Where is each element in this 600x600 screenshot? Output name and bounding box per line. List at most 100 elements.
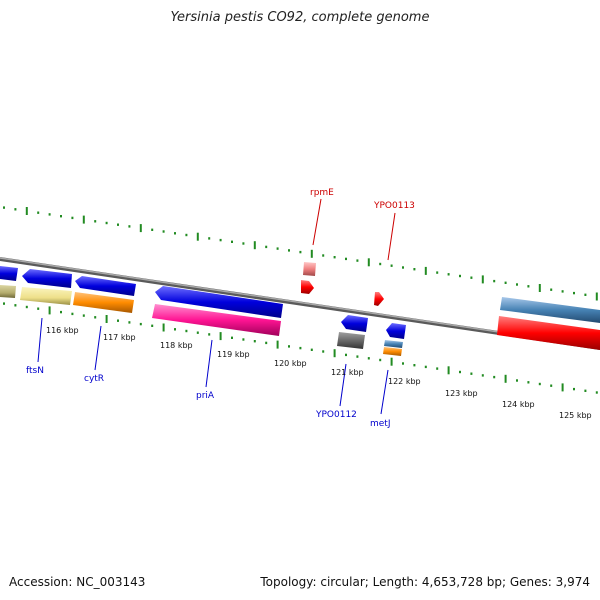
major-tick bbox=[310, 249, 313, 258]
major-tick bbox=[105, 315, 108, 323]
map-title: Yersinia pestis CO92, complete genome bbox=[170, 10, 430, 25]
minor-tick bbox=[584, 293, 587, 296]
major-tick bbox=[276, 340, 279, 349]
minor-tick bbox=[208, 237, 211, 240]
gene-label-rpmE[interactable]: rpmE bbox=[310, 188, 334, 198]
minor-tick bbox=[367, 357, 370, 360]
gene-feature[interactable] bbox=[384, 340, 403, 348]
minor-tick bbox=[117, 223, 119, 226]
minor-tick bbox=[573, 291, 575, 295]
minor-tick bbox=[333, 256, 336, 259]
minor-tick bbox=[265, 245, 268, 249]
minor-tick bbox=[573, 387, 575, 391]
gene-feature[interactable] bbox=[383, 347, 402, 356]
gene-feature[interactable] bbox=[386, 323, 406, 339]
gene-feature[interactable] bbox=[341, 315, 368, 332]
gene-feature[interactable] bbox=[500, 297, 600, 323]
minor-tick bbox=[459, 370, 461, 374]
minor-tick bbox=[299, 250, 302, 254]
minor-tick bbox=[185, 233, 188, 237]
minor-tick bbox=[310, 348, 313, 351]
minor-tick bbox=[550, 384, 553, 387]
minor-tick bbox=[379, 358, 382, 362]
tick-label: 123 kbp bbox=[445, 389, 478, 398]
minor-tick bbox=[253, 340, 256, 343]
gene-feature[interactable] bbox=[152, 304, 281, 336]
minor-tick bbox=[561, 290, 564, 293]
major-tick bbox=[196, 232, 199, 241]
gene-feature[interactable] bbox=[303, 262, 316, 276]
tick-label: 122 kbp bbox=[388, 377, 421, 386]
tick-label: 117 kbp bbox=[103, 333, 136, 342]
gene-feature[interactable] bbox=[374, 292, 384, 306]
minor-tick bbox=[14, 208, 17, 211]
minor-tick bbox=[322, 254, 325, 257]
minor-tick bbox=[128, 321, 131, 324]
minor-tick bbox=[550, 288, 553, 291]
gene-feature[interactable] bbox=[301, 280, 314, 294]
minor-tick bbox=[413, 364, 416, 367]
major-tick bbox=[25, 207, 28, 215]
major-tick bbox=[367, 258, 370, 267]
inner-tick-marks bbox=[3, 302, 598, 394]
minor-tick bbox=[185, 329, 188, 333]
gene-label-priA[interactable]: priA bbox=[196, 391, 215, 401]
gene-label-ftsN[interactable]: ftsN bbox=[26, 366, 44, 376]
gene-label-YPO0112[interactable]: YPO0112 bbox=[315, 410, 357, 420]
outer-tick-marks bbox=[3, 206, 598, 301]
tick-label: 120 kbp bbox=[274, 359, 307, 368]
minor-tick bbox=[117, 319, 119, 322]
gene-feature[interactable] bbox=[155, 286, 283, 318]
gene-feature[interactable] bbox=[497, 316, 600, 350]
minor-tick bbox=[402, 266, 404, 269]
minor-tick bbox=[48, 213, 51, 216]
major-tick bbox=[538, 284, 541, 292]
major-tick bbox=[333, 349, 336, 358]
gene-label-metJ[interactable]: metJ bbox=[370, 419, 391, 429]
tick-label: 124 kbp bbox=[502, 400, 535, 409]
minor-tick bbox=[436, 271, 439, 274]
minor-tick bbox=[231, 240, 233, 243]
minor-tick bbox=[265, 341, 268, 345]
genome-summary-text: Topology: circular; Length: 4,653,728 bp… bbox=[260, 575, 590, 589]
minor-tick bbox=[231, 336, 233, 339]
gene-label-YPO0113[interactable]: YPO0113 bbox=[373, 201, 415, 211]
gene-feature[interactable] bbox=[73, 292, 134, 313]
major-tick bbox=[139, 224, 142, 233]
minor-tick bbox=[3, 206, 5, 209]
minor-tick bbox=[128, 225, 131, 228]
minor-tick bbox=[162, 230, 165, 233]
minor-tick bbox=[288, 249, 290, 252]
minor-tick bbox=[37, 211, 40, 214]
major-tick bbox=[390, 357, 393, 366]
gene-feature[interactable] bbox=[75, 276, 136, 296]
major-tick bbox=[82, 215, 85, 224]
gene-label-cytR[interactable]: cytR bbox=[84, 374, 104, 384]
minor-tick bbox=[356, 259, 359, 262]
tick-label: 118 kbp bbox=[160, 341, 193, 350]
gene-feature[interactable] bbox=[20, 287, 72, 305]
major-tick bbox=[219, 332, 222, 341]
label-leader-lines bbox=[37, 198, 396, 415]
minor-tick bbox=[25, 305, 28, 309]
minor-tick bbox=[356, 355, 359, 358]
minor-tick bbox=[242, 242, 245, 245]
tick-label: 125 kbp bbox=[559, 411, 592, 420]
minor-tick bbox=[379, 262, 382, 266]
major-tick bbox=[561, 383, 564, 392]
tick-label: 121 kbp bbox=[331, 368, 364, 377]
minor-tick bbox=[413, 268, 416, 271]
minor-tick bbox=[345, 257, 347, 261]
major-tick bbox=[424, 266, 427, 275]
gene-feature[interactable] bbox=[0, 266, 18, 281]
minor-tick bbox=[196, 331, 199, 334]
minor-tick bbox=[390, 264, 393, 267]
tick-label: 119 kbp bbox=[217, 350, 250, 359]
gene-feature[interactable] bbox=[22, 269, 72, 288]
minor-tick bbox=[481, 374, 484, 377]
gene-feature[interactable] bbox=[337, 332, 365, 349]
minor-tick bbox=[424, 365, 427, 369]
gene-feature[interactable] bbox=[0, 285, 16, 298]
accession-text: Accession: NC_003143 bbox=[9, 575, 146, 589]
minor-tick bbox=[174, 232, 176, 235]
